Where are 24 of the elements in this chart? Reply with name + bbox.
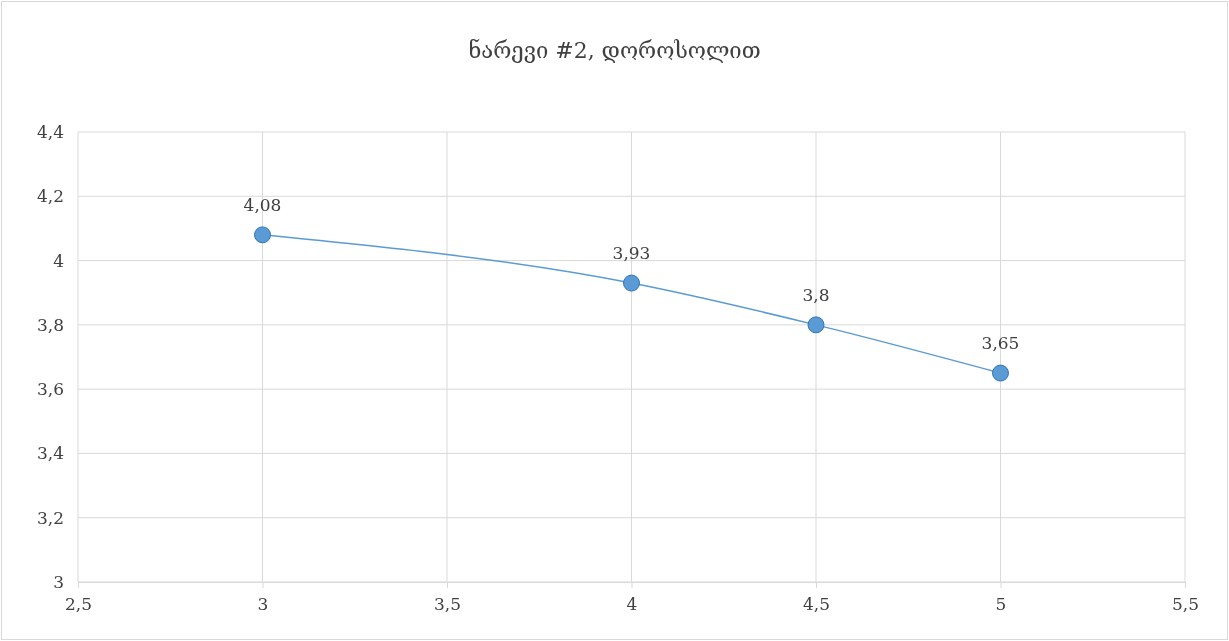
x-tick-label: 4,5	[802, 593, 831, 614]
point	[807, 316, 825, 334]
x-tick-label: 5	[995, 593, 1007, 614]
x-tick-label: 3	[257, 593, 269, 614]
data-label: 4,08	[243, 194, 282, 215]
y-tick-label: 3,6	[36, 379, 64, 400]
chart-title: ნარევი #2, დოროსოლით	[468, 38, 761, 63]
x-tick-label: 2,5	[64, 593, 93, 614]
y-tick-label: 3,2	[36, 507, 64, 528]
y-tick-label: 4,4	[36, 121, 64, 142]
x-tick-label: 5,5	[1171, 593, 1200, 614]
data-label: 3,8	[802, 284, 830, 305]
point	[254, 226, 271, 244]
y-tick-label: 3,8	[36, 314, 64, 335]
data-label: 3,65	[981, 333, 1020, 354]
x-tick-label: 3,5	[433, 593, 462, 614]
data-label: 3,93	[612, 243, 651, 264]
point	[992, 364, 1009, 382]
x-tick-label: 4	[626, 593, 638, 614]
y-tick-label: 4,2	[36, 186, 64, 207]
point	[623, 274, 640, 292]
y-tick-label: 3	[53, 571, 64, 592]
y-tick-label: 4	[53, 250, 64, 271]
y-tick-label: 3,4	[36, 443, 64, 464]
